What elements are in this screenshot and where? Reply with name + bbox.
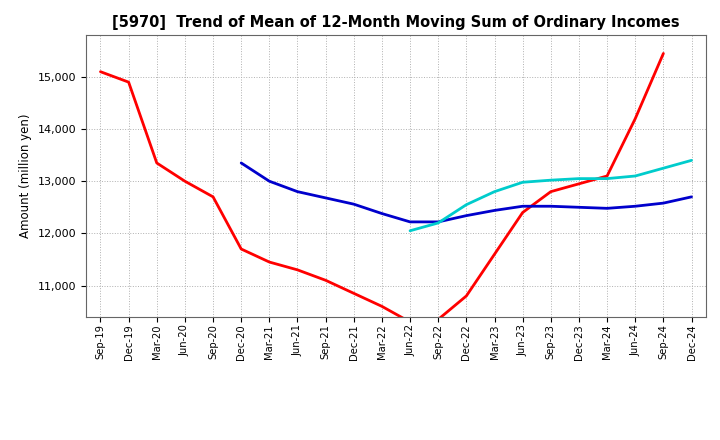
3 Years [434,317,443,322]
5 Years [377,211,386,216]
7 Years [575,176,583,181]
7 Years [603,176,611,181]
3 Years [96,69,105,74]
3 Years [659,51,667,56]
3 Years [321,278,330,283]
5 Years [349,202,358,207]
5 Years [546,204,555,209]
5 Years [265,179,274,184]
3 Years [406,319,415,325]
3 Years [518,210,527,215]
3 Years [265,260,274,265]
3 Years [153,160,161,165]
5 Years [237,160,246,165]
5 Years [293,189,302,194]
3 Years [462,293,471,299]
5 Years [659,201,667,206]
5 Years [490,208,499,213]
7 Years [687,158,696,163]
7 Years [518,180,527,185]
Title: [5970]  Trend of Mean of 12-Month Moving Sum of Ordinary Incomes: [5970] Trend of Mean of 12-Month Moving … [112,15,680,30]
3 Years [490,252,499,257]
5 Years [631,204,639,209]
Y-axis label: Amount (million yen): Amount (million yen) [19,114,32,238]
3 Years [575,181,583,187]
7 Years [546,177,555,183]
3 Years [546,189,555,194]
3 Years [349,291,358,296]
5 Years [603,205,611,211]
7 Years [434,220,443,226]
5 Years [406,219,415,224]
7 Years [659,165,667,171]
7 Years [462,202,471,207]
3 Years [377,304,386,309]
Line: 7 Years: 7 Years [410,160,691,231]
5 Years [518,204,527,209]
3 Years [603,173,611,179]
5 Years [575,205,583,210]
3 Years [293,267,302,272]
5 Years [462,213,471,218]
3 Years [237,246,246,252]
5 Years [687,194,696,199]
3 Years [181,179,189,184]
7 Years [631,173,639,179]
5 Years [321,195,330,201]
5 Years [434,219,443,224]
7 Years [406,228,415,233]
3 Years [631,116,639,121]
Line: 3 Years: 3 Years [101,53,663,322]
3 Years [209,194,217,199]
Line: 5 Years: 5 Years [241,163,691,222]
3 Years [125,80,133,85]
7 Years [490,189,499,194]
